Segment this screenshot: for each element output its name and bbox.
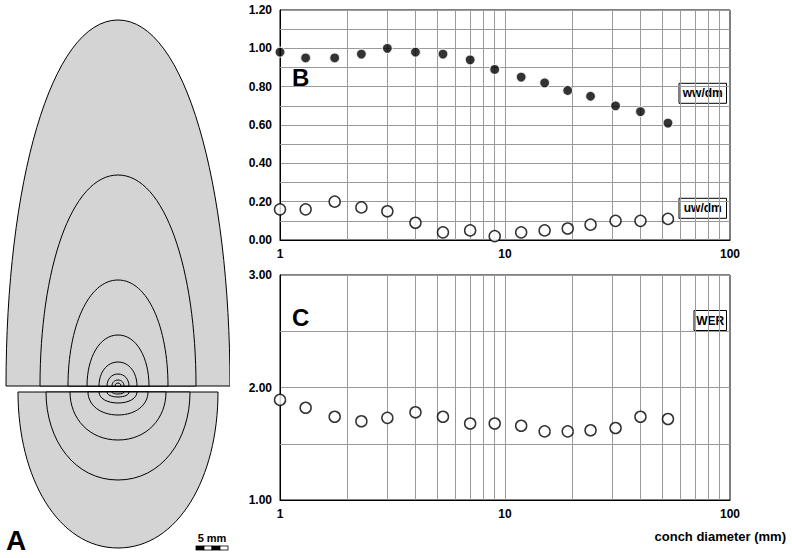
- svg-text:1.00: 1.00: [249, 493, 273, 507]
- svg-text:2.00: 2.00: [249, 381, 273, 395]
- svg-text:1: 1: [277, 507, 284, 521]
- svg-text:5 mm: 5 mm: [198, 532, 227, 544]
- svg-text:0.80: 0.80: [249, 80, 273, 94]
- svg-text:10: 10: [498, 247, 512, 261]
- svg-text:0.60: 0.60: [249, 118, 273, 132]
- svg-text:0.00: 0.00: [249, 233, 273, 247]
- svg-text:C: C: [292, 304, 309, 331]
- svg-text:100: 100: [720, 247, 740, 261]
- svg-text:conch diameter (mm): conch diameter (mm): [655, 529, 786, 544]
- svg-text:0.20: 0.20: [249, 195, 273, 209]
- svg-text:A: A: [6, 525, 26, 556]
- svg-text:uw/dm: uw/dm: [684, 201, 722, 215]
- svg-text:3.00: 3.00: [249, 268, 273, 282]
- svg-text:1: 1: [277, 247, 284, 261]
- svg-text:1.00: 1.00: [249, 41, 273, 55]
- svg-text:B: B: [292, 64, 309, 91]
- svg-text:0.40: 0.40: [249, 156, 273, 170]
- svg-text:100: 100: [720, 507, 740, 521]
- svg-text:WER: WER: [696, 314, 724, 328]
- svg-text:1.20: 1.20: [249, 3, 273, 17]
- svg-text:10: 10: [498, 507, 512, 521]
- svg-text:ww/dm: ww/dm: [682, 86, 723, 100]
